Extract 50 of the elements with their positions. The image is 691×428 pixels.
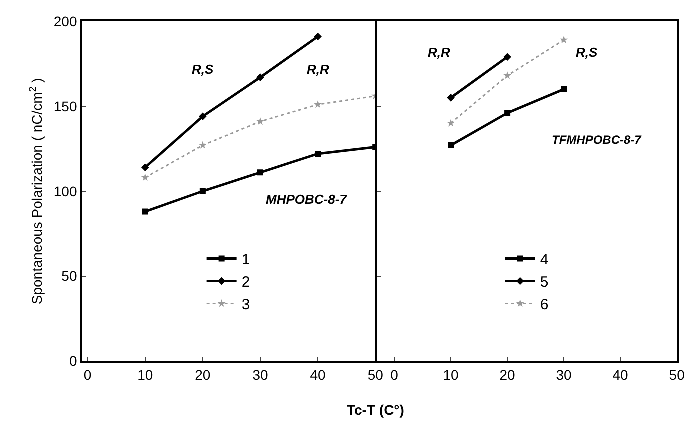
point [504, 110, 511, 116]
x-tick-label: 40 [612, 367, 629, 384]
point [141, 174, 150, 182]
legend-label: 6 [540, 296, 549, 314]
x-tick-label: 30 [252, 367, 268, 384]
point [504, 53, 512, 62]
x-tick-label: 10 [138, 367, 154, 384]
y-tick-label: 100 [54, 183, 78, 200]
x-tick-label: 30 [556, 367, 572, 384]
point [315, 150, 322, 157]
point [198, 141, 207, 149]
point [256, 118, 264, 126]
x-tick-label: 20 [500, 367, 516, 384]
point [447, 94, 455, 102]
annotation: R,S [192, 62, 214, 77]
point [314, 32, 322, 41]
x-tick-label: 0 [84, 367, 92, 384]
x-tick-label: 40 [310, 367, 326, 384]
annotation: MHPOBC-8-7 [266, 192, 348, 207]
y-tick-label: 50 [62, 268, 78, 284]
legend-label: 3 [242, 296, 250, 314]
annotation: TFMHPOBC-8-7 [552, 133, 643, 147]
x-axis-title: Tc-T (C°) [347, 402, 404, 418]
x-tick-label: 10 [443, 367, 460, 384]
y-tick-label: 200 [54, 13, 78, 30]
legend-label: 5 [540, 274, 549, 292]
point [448, 142, 454, 149]
point [200, 188, 206, 194]
y-tick-label: 150 [54, 98, 78, 114]
y-tick-label: 0 [69, 353, 78, 370]
point [504, 72, 512, 80]
point [560, 36, 568, 44]
x-tick-label: 50 [669, 367, 686, 384]
annotation: R,S [576, 45, 598, 60]
point [314, 100, 322, 108]
point [561, 86, 568, 92]
point [142, 208, 148, 215]
x-tick-label: 50 [368, 367, 384, 384]
point [256, 74, 264, 82]
legend-label: 2 [242, 274, 250, 292]
annotation: R,R [428, 45, 451, 60]
legend-label: 1 [242, 252, 250, 269]
point [257, 170, 264, 176]
x-tick-label: 20 [195, 367, 211, 384]
point [199, 112, 207, 121]
x-tick-label: 0 [390, 367, 399, 384]
legend-label: 4 [540, 252, 549, 269]
point [447, 119, 456, 127]
point [141, 164, 150, 172]
annotation: R,R [307, 62, 330, 77]
